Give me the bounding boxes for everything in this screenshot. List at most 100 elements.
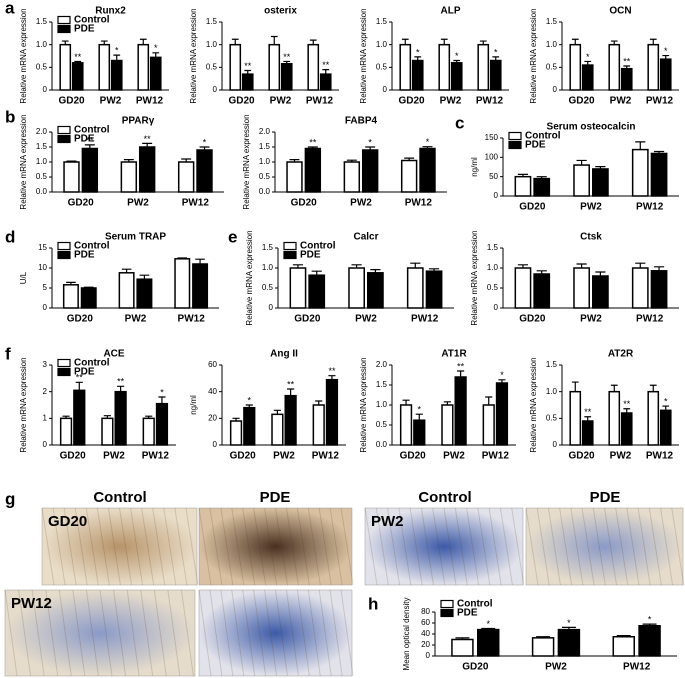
significance: ** [584,407,592,417]
y-tick-label: 15 [38,243,47,252]
chart-title: PPARγ [122,116,155,127]
bar [573,164,590,197]
significance: * [586,52,590,62]
y-axis-label: Relative mRNA expression [19,357,28,452]
y-tick-label: 1.5 [259,142,271,151]
texture [153,589,167,677]
error-bar [328,375,336,380]
x-tick-label: PW12 [306,96,334,107]
error-bar [245,404,253,408]
texture [107,507,121,586]
bar [592,168,609,197]
significance: ** [144,134,152,144]
texture [74,507,88,586]
chart-title: OCN [609,6,631,17]
error-bar [123,159,134,162]
error-bar [177,257,188,259]
x-tick-label: PW12 [646,451,674,462]
error-bar [455,637,470,640]
y-tick-label: 2 [43,387,48,396]
y-tick-label: 40 [421,629,430,638]
y-axis-label: Relative mRNA expression [19,8,28,103]
error-bar [653,150,665,154]
error-bar [346,159,357,162]
x-tick-label: GD20 [230,451,257,462]
error-bar [635,141,646,150]
error-bar [649,384,657,392]
error-bar [365,146,376,150]
bar [557,628,581,657]
x-tick-label: GD20 [398,96,425,107]
bar [174,258,191,309]
y-tick-label: 1.0 [36,40,48,49]
bar [319,73,332,91]
texture [375,507,389,586]
texture [525,507,539,586]
legend-label: PDE [74,134,95,145]
significance: * [486,619,490,629]
error-bar [616,635,631,637]
bar [451,638,474,657]
panel-letter: a [5,0,15,17]
significance: * [160,387,164,397]
x-tick-label: GD20 [519,202,546,213]
error-bar [117,385,125,392]
texture [264,589,278,677]
y-tick-label: 1.5 [546,360,558,369]
bar [482,404,495,446]
y-tick-label: 0 [213,85,218,94]
bar [533,273,551,309]
x-tick-label: GD20 [291,198,318,209]
bar [343,161,361,193]
bar [142,417,155,446]
y-tick-label: 1.5 [36,142,48,151]
error-bar [595,166,606,169]
legend-label: Control [457,599,493,610]
y-tick-label: 1.0 [376,40,388,49]
texture [364,507,378,586]
texture [41,507,55,586]
y-tick-label: 1.0 [259,157,271,166]
x-tick-label: GD20 [400,451,427,462]
error-bar [576,263,587,268]
error-bar [536,636,551,638]
error-bar [309,39,317,45]
histology-image [198,589,353,677]
legend-swatch [57,358,71,368]
y-tick-label: 1.0 [36,157,48,166]
y-tick-label: 0 [269,303,274,312]
bar [419,147,436,193]
y-axis-label: Relative mRNA expression [529,8,538,103]
bar [114,390,127,446]
y-tick-label: 0.5 [546,62,558,71]
bar [304,147,322,193]
x-tick-label: PW12 [476,96,504,107]
texture [615,507,629,586]
legend-label: PDE [457,608,478,619]
y-axis-label: ng/ml [470,157,479,177]
texture [275,589,288,677]
significance: ** [76,373,84,383]
y-axis-label: Relative mRNA expression [470,230,479,325]
x-tick-label: PW2 [440,96,462,107]
error-bar [152,52,160,58]
error-bar [481,627,496,630]
error-bar [428,268,440,272]
texture [488,507,502,586]
bar [441,404,454,446]
significance: * [500,370,504,380]
y-axis-label: Relative mRNA expression [242,114,251,209]
texture [340,589,354,677]
bar [454,376,467,446]
texture [409,507,423,586]
error-bar [181,158,192,162]
error-bar [232,417,240,421]
error-bar [422,146,433,149]
bar [325,378,339,446]
error-bar [642,623,657,626]
y-tick-label: 0 [494,303,499,312]
significance: ** [457,361,465,371]
error-bar [595,271,606,276]
x-tick-label: PW12 [405,198,433,209]
